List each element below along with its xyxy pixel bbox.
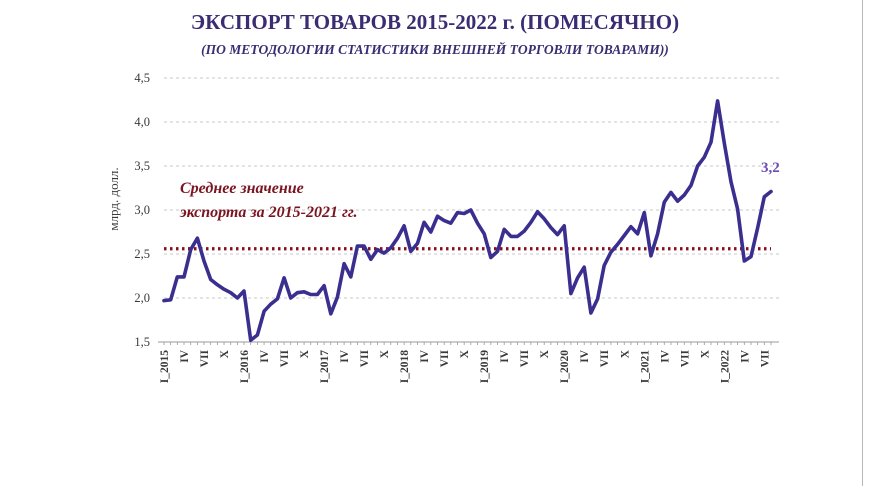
x-tick-label: VII [359,349,371,367]
y-axis-label: млрд. долл. [106,167,121,230]
x-tick-label: X [379,349,391,358]
y-tick-label: 3,0 [134,203,150,217]
x-tick-label: I_2021 [639,350,651,383]
x-tick-label: X [699,349,711,358]
x-axis-ticks: I_2015 IV VII X I_2016 IV VII X I_2017 IV VII X I_20… [159,349,771,383]
y-tick-label: 1,5 [134,335,150,349]
x-tick-label: VII [279,349,291,367]
y-tick-label: 4,0 [134,115,150,129]
x-tick-label: IV [739,349,751,362]
series-line-export [162,99,773,342]
x-tick-label: IV [419,349,431,362]
x-tick-label: IV [259,349,271,362]
x-tick-label: X [299,349,311,358]
y-tick-label: 4,5 [134,71,150,85]
average-annotation-line2: экспорта за 2015-2021 гг. [179,204,358,221]
x-tick-label: VII [519,349,531,367]
x-tick-label: X [539,349,551,358]
x-tick-label: IV [339,349,351,362]
x-tick-label: I_2020 [559,350,571,383]
x-tick-label: VII [199,349,211,367]
x-tick-label: X [219,349,231,358]
x-tick-label: VII [679,349,691,367]
x-tick-label: X [459,349,471,358]
chart-title: ЭКСПОРТ ТОВАРОВ 2015-2022 г. (ПОМЕСЯЧНО) [190,10,680,34]
x-axis [158,341,779,345]
x-tick-label: IV [579,349,591,362]
chart-subtitle: (ПО МЕТОДОЛОГИИ СТАТИСТИКИ ВНЕШНЕЙ ТОРГО… [201,42,669,57]
x-tick-label: IV [179,349,191,362]
x-tick-label: VII [759,349,771,367]
x-tick-label: I_2015 [159,350,171,383]
y-tick-label: 2,5 [134,247,150,261]
x-tick-label: IV [659,349,671,362]
y-axis-ticks: 1,5 2,0 2,5 3,0 3,5 4,0 4,5 [134,71,150,349]
last-value-label: 3,2 [761,160,780,176]
x-tick-label: I_2022 [719,350,731,383]
x-tick-label: VII [599,349,611,367]
x-tick-label: I_2016 [239,350,251,383]
average-annotation-line1: Среднее значение [180,180,304,197]
y-tick-label: 3,5 [134,159,150,173]
x-tick-label: I_2017 [319,350,331,383]
slide-edge-line [862,0,863,486]
grid-lines [164,77,779,299]
y-tick-label: 2,0 [134,291,150,305]
x-tick-label: IV [499,349,511,362]
x-tick-label: X [619,349,631,358]
x-tick-label: I_2018 [399,350,411,383]
x-tick-label: I_2019 [479,350,491,383]
x-tick-label: VII [439,349,451,367]
